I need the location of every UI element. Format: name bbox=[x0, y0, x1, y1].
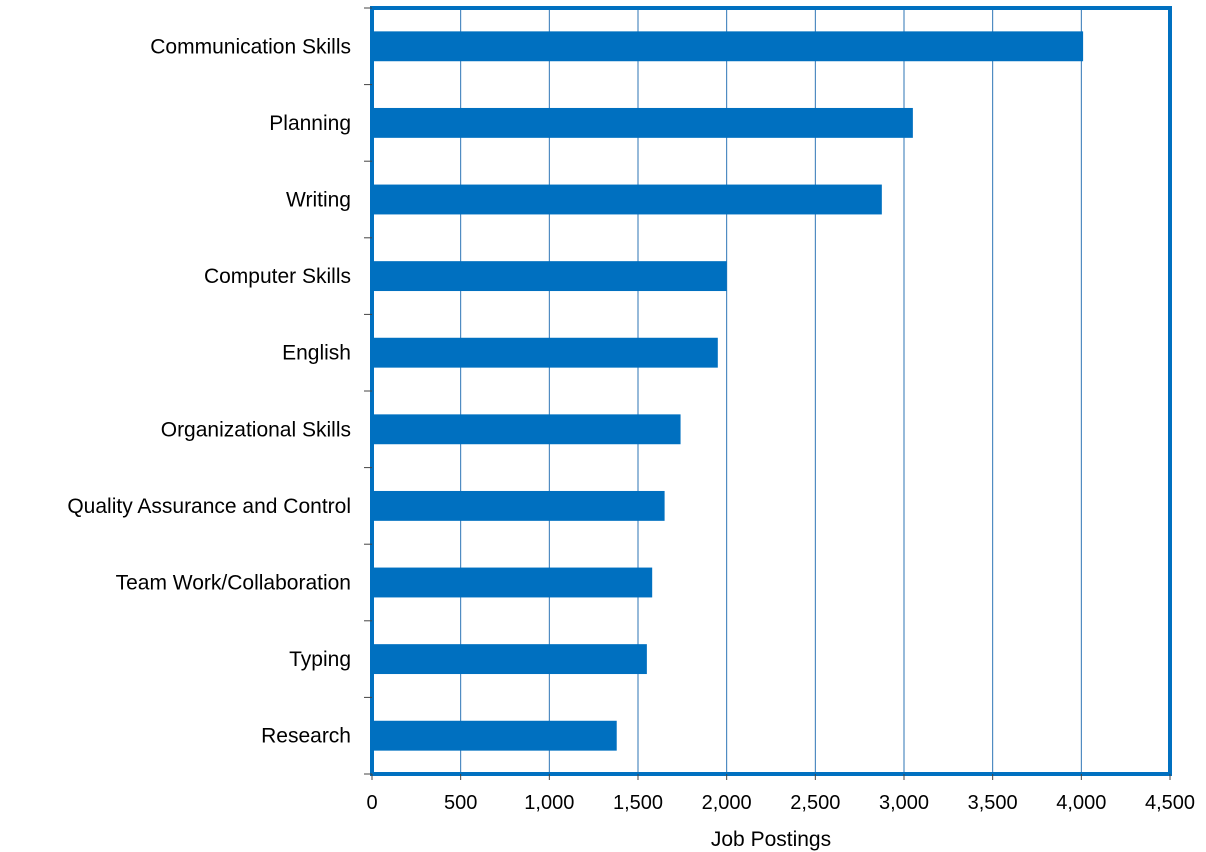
bar bbox=[372, 490, 665, 521]
bar bbox=[372, 31, 1084, 62]
bar bbox=[372, 644, 647, 675]
category-labels: Communication Skills Planning Writing Compu… bbox=[67, 35, 351, 747]
category-label: Team Work/Collaboration bbox=[116, 572, 351, 595]
x-tick-label: 0 bbox=[366, 792, 377, 814]
x-tick-label: 1,000 bbox=[524, 792, 574, 814]
category-label: Computer Skills bbox=[204, 265, 351, 288]
category-label: Quality Assurance and Control bbox=[67, 495, 351, 518]
bars bbox=[372, 31, 1084, 751]
bar bbox=[372, 107, 913, 138]
category-label: Planning bbox=[269, 112, 351, 135]
x-tick-label: 4,000 bbox=[1056, 792, 1106, 814]
bar bbox=[372, 414, 681, 445]
bar bbox=[372, 261, 727, 292]
category-label: Writing bbox=[286, 189, 351, 212]
x-tick-labels: 0 500 1,000 1,500 2,000 2,500 3,000 3,500 4,000 4… bbox=[366, 792, 1195, 814]
category-label: Typing bbox=[289, 648, 351, 671]
x-tick-label: 2,500 bbox=[790, 792, 840, 814]
x-tick-label: 2,000 bbox=[702, 792, 752, 814]
category-label: Communication Skills bbox=[150, 35, 351, 58]
x-tick-label: 4,500 bbox=[1145, 792, 1195, 814]
category-label: English bbox=[282, 342, 351, 365]
x-axis-ticks bbox=[371, 774, 1171, 780]
y-axis-ticks bbox=[364, 7, 372, 775]
bar bbox=[372, 720, 617, 751]
x-tick-label: 3,500 bbox=[968, 792, 1018, 814]
bar bbox=[372, 567, 653, 598]
x-axis-title: Job Postings bbox=[711, 828, 831, 851]
x-tick-label: 3,000 bbox=[879, 792, 929, 814]
bar bbox=[372, 337, 718, 368]
x-tick-label: 1,500 bbox=[613, 792, 663, 814]
category-label: Organizational Skills bbox=[161, 418, 351, 441]
category-label: Research bbox=[261, 725, 351, 748]
x-tick-label: 500 bbox=[444, 792, 477, 814]
bar bbox=[372, 184, 882, 215]
